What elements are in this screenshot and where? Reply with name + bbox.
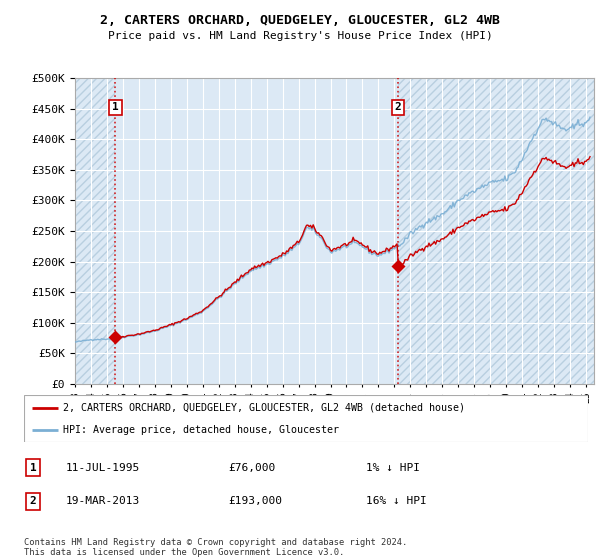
Text: 1: 1 xyxy=(112,102,119,113)
Text: £193,000: £193,000 xyxy=(228,496,282,506)
Text: £76,000: £76,000 xyxy=(228,463,275,473)
Text: Contains HM Land Registry data © Crown copyright and database right 2024.
This d: Contains HM Land Registry data © Crown c… xyxy=(24,538,407,557)
Text: 1: 1 xyxy=(29,463,37,473)
Text: 2, CARTERS ORCHARD, QUEDGELEY, GLOUCESTER, GL2 4WB (detached house): 2, CARTERS ORCHARD, QUEDGELEY, GLOUCESTE… xyxy=(64,403,466,413)
Text: 2: 2 xyxy=(394,102,401,113)
Bar xyxy=(75,78,115,384)
Text: HPI: Average price, detached house, Gloucester: HPI: Average price, detached house, Glou… xyxy=(64,424,340,435)
Text: 19-MAR-2013: 19-MAR-2013 xyxy=(66,496,140,506)
Text: 11-JUL-1995: 11-JUL-1995 xyxy=(66,463,140,473)
Bar xyxy=(398,78,594,384)
Text: 16% ↓ HPI: 16% ↓ HPI xyxy=(366,496,427,506)
Text: Price paid vs. HM Land Registry's House Price Index (HPI): Price paid vs. HM Land Registry's House … xyxy=(107,31,493,41)
Bar xyxy=(398,78,594,384)
Text: 2: 2 xyxy=(29,496,37,506)
Bar xyxy=(75,78,115,384)
Text: 1% ↓ HPI: 1% ↓ HPI xyxy=(366,463,420,473)
Text: 2, CARTERS ORCHARD, QUEDGELEY, GLOUCESTER, GL2 4WB: 2, CARTERS ORCHARD, QUEDGELEY, GLOUCESTE… xyxy=(100,14,500,27)
